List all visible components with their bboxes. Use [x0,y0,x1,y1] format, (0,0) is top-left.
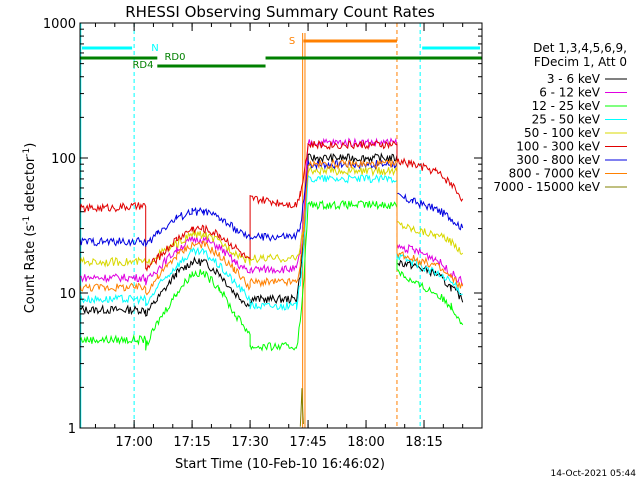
annotation-rd4: RD4 [132,60,153,71]
annotation-n: N [151,43,158,54]
legend-label-7: 800 - 7000 keV [509,167,601,181]
axes: 1 10 100 1000 17:00 17:15 17:30 17:45 18:00 18:15 [43,17,483,450]
series-line-5 [79,139,464,272]
legend-header-1: Det 1,3,4,5,6,9, [533,41,627,55]
x-tick-label-3: 17:45 [289,435,326,450]
legend-label-2: 12 - 25 keV [532,99,601,113]
annotation-rd0: RD0 [164,52,185,63]
series-line-8 [299,388,304,427]
series-line-2 [79,199,464,352]
legend-label-3: 25 - 50 keV [532,113,601,127]
series-line-7 [79,158,464,296]
x-tick-label-2: 17:30 [231,435,268,450]
legend-label-4: 50 - 100 keV [524,126,601,140]
y-tick-label-1: 10 [59,287,76,302]
y-tick-label-3: 1000 [43,17,76,32]
series-line-3 [79,173,463,312]
legend-label-5: 100 - 300 keV [516,140,600,154]
series-line-0 [79,152,464,317]
legend-label-0: 3 - 6 keV [547,72,601,86]
x-tick-label-0: 17:00 [115,435,152,450]
series-layer [79,137,464,427]
state-bands: N S RD0 RD4 [79,23,483,428]
chart-title: RHESSI Observing Summary Count Rates [125,3,435,21]
y-axis-label: Count Rate (s-1 detector-1) [22,143,38,314]
annotation-s: S [289,36,295,47]
legend: Det 1,3,4,5,6,9, FDecim 1, Att 0 3 - 6 k… [493,41,627,194]
y-tick-label-0: 1 [68,422,76,437]
timestamp: 14-Oct-2021 05:44 [551,469,637,479]
series-line-1 [79,137,464,286]
x-tick-label-5: 18:15 [405,435,442,450]
y-tick-label-2: 100 [51,152,76,167]
x-tick-label-4: 18:00 [347,435,384,450]
legend-label-8: 7000 - 15000 keV [493,180,600,194]
x-tick-label-1: 17:15 [173,435,210,450]
legend-header-2: FDecim 1, Att 0 [534,55,627,69]
series-line-6 [79,159,464,247]
plot-frame [79,22,483,429]
legend-label-6: 300 - 800 keV [516,153,600,167]
x-axis-label: Start Time (10-Feb-10 16:46:02) [175,457,385,472]
legend-label-1: 6 - 12 keV [539,86,601,100]
